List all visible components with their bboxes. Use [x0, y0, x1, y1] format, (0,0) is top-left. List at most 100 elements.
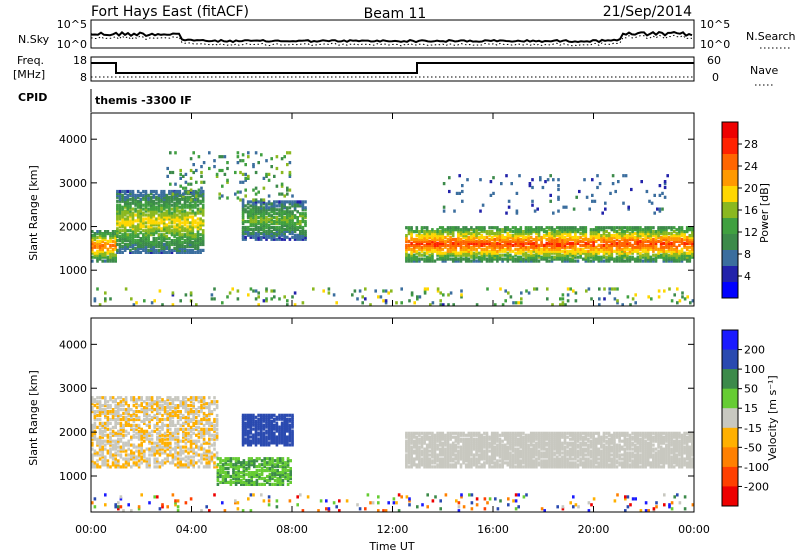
power-cell — [493, 241, 497, 245]
power-cell — [428, 243, 432, 247]
power-cell — [129, 235, 132, 239]
power-cell — [444, 253, 447, 257]
velocity-cell — [620, 457, 624, 461]
power-cell — [265, 235, 268, 239]
power-cell — [600, 235, 603, 240]
power-cell — [384, 299, 388, 303]
power-cell — [213, 287, 216, 291]
power-cell — [96, 259, 99, 263]
power-cell — [514, 257, 517, 261]
power-cell — [602, 251, 606, 255]
velocity-cell — [589, 441, 593, 445]
velocity-cell — [522, 443, 525, 447]
power-cell — [673, 293, 676, 297]
velocity-cell — [561, 433, 564, 437]
power-cell — [265, 210, 268, 214]
power-cell — [539, 178, 542, 182]
power-cell — [275, 166, 279, 171]
power-cell — [592, 228, 595, 232]
power-cell — [446, 251, 450, 255]
power-cell — [428, 245, 432, 249]
velocity-cell — [438, 461, 442, 465]
power-cell — [464, 234, 468, 238]
velocity-cell — [483, 455, 486, 459]
velocity-cell — [480, 463, 484, 467]
power-cell — [652, 237, 655, 242]
power-cell — [498, 230, 502, 234]
power-cell — [672, 235, 676, 240]
power-cell — [188, 229, 192, 233]
power-cell — [118, 213, 122, 217]
power-cell — [464, 245, 468, 249]
power-cell — [139, 191, 143, 195]
power-cell — [649, 247, 653, 251]
velocity-cell — [579, 433, 582, 437]
velocity-cell — [431, 439, 434, 443]
power-cell — [667, 255, 671, 259]
power-cell — [201, 221, 205, 225]
velocity-cell — [480, 435, 484, 439]
velocity-cell — [545, 449, 549, 453]
velocity-cell — [636, 461, 640, 465]
power-cell — [600, 239, 603, 243]
power-cell — [529, 255, 533, 259]
power-cell — [438, 241, 442, 245]
power-cell — [191, 227, 195, 231]
power-cell — [116, 211, 119, 215]
power-cell — [607, 255, 611, 259]
power-cell — [280, 184, 284, 188]
power-cell — [597, 259, 601, 263]
power-cell — [670, 235, 673, 240]
power-cell — [249, 221, 253, 226]
power-cell — [123, 211, 127, 215]
power-cell — [561, 235, 564, 240]
power-cell — [644, 257, 647, 261]
power-cell — [286, 212, 289, 216]
power-cell — [361, 295, 364, 299]
velocity-cell — [626, 461, 629, 465]
power-cell — [126, 242, 130, 247]
power-cell — [646, 249, 650, 253]
power-cell — [244, 204, 247, 208]
power-cell — [672, 230, 676, 234]
velocity-cell — [644, 463, 647, 467]
power-cell — [618, 245, 621, 249]
power-cell — [438, 226, 442, 230]
velocity-cell — [652, 439, 655, 443]
velocity-cell — [485, 435, 489, 439]
power-cell — [641, 230, 645, 234]
velocity-cell — [483, 437, 486, 441]
velocity-cell — [438, 447, 442, 451]
power-cell — [665, 253, 668, 257]
power-cell — [191, 223, 195, 227]
velocity-cell — [540, 445, 543, 449]
power-cell — [425, 234, 429, 238]
velocity-cell — [436, 445, 439, 449]
power-cell — [267, 229, 271, 233]
power-cell — [183, 217, 187, 221]
velocity-cell — [623, 433, 627, 437]
power-cell — [265, 208, 268, 212]
power-cell — [566, 226, 569, 230]
power-cell — [420, 228, 424, 232]
power-cell — [304, 221, 307, 226]
power-cell — [296, 221, 299, 226]
velocity-cell — [644, 441, 647, 445]
power-cell — [194, 213, 197, 217]
power-cell — [600, 259, 603, 263]
power-cell — [457, 241, 460, 245]
power-cell — [574, 299, 578, 303]
velocity-cell — [592, 463, 595, 467]
power-cell — [147, 203, 150, 207]
power-cell — [131, 235, 135, 239]
power-cell — [587, 255, 590, 259]
power-cell — [498, 247, 502, 251]
velocity-cell — [405, 455, 408, 459]
power-cell — [581, 232, 585, 236]
power-cell — [457, 226, 460, 230]
power-cell — [444, 228, 447, 232]
power-cell — [162, 211, 166, 215]
power-cell — [157, 235, 161, 239]
power-cell — [691, 249, 694, 253]
velocity-cell — [501, 449, 504, 453]
